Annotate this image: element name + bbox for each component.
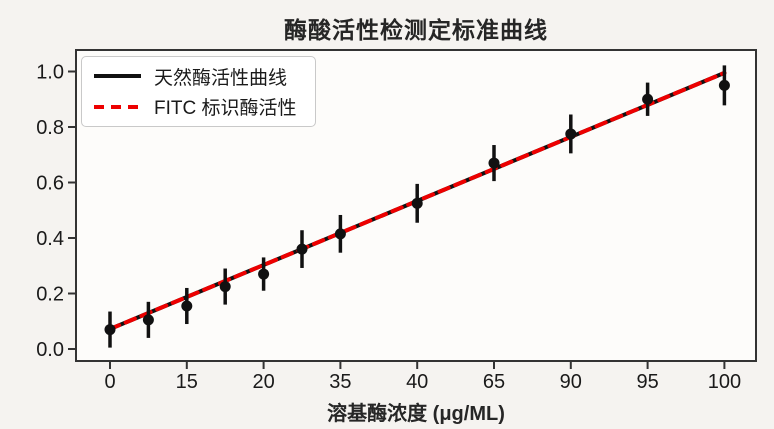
x-tick-label: 90 [560,371,582,393]
x-tick-label: 95 [636,371,658,393]
legend-label-fitc: FITC 标识酶活性 [154,98,297,120]
x-tick-label: 40 [406,371,428,393]
x-tick-label: 100 [708,371,741,393]
x-tick-label: 35 [329,371,351,393]
y-tick-label: 0.6 [36,173,64,195]
legend-entry-natural: 天然酶活性曲线 [94,63,305,90]
y-tick-label: 0.8 [36,117,64,139]
dashed-line-sample-icon [94,104,141,109]
data-point-marker [411,197,423,209]
y-tick-label: 1.0 [36,62,64,84]
data-point-marker [219,281,231,293]
x-tick-label: 0 [104,371,115,393]
y-tick-label: 0.2 [36,284,64,306]
chart-title: 酶酸活性检测定标准曲线 [284,17,548,43]
x-tick-label: 65 [483,371,505,393]
x-tick-label: 20 [252,371,274,393]
y-tick-label: 0.4 [36,228,64,250]
solid-line-sample-icon [94,74,141,79]
data-point-marker [334,228,346,240]
data-point-marker [181,300,193,312]
data-point-marker [104,324,116,336]
legend-label-natural: 天然酶活性曲线 [154,67,288,89]
data-point-marker [488,157,500,169]
y-tick-label: 0.0 [36,339,64,361]
legend-entry-fitc: FITC 标识酶活性 [94,93,305,120]
data-point-marker [565,128,577,140]
x-tick-label: 15 [176,371,198,393]
data-point-marker [718,79,730,91]
data-point-marker [258,268,270,280]
x-axis-label: 溶基酶浓度 (μg/ML) [327,403,505,425]
legend: 天然酶活性曲线 FITC 标识酶活性 [81,56,316,127]
data-point-marker [296,243,308,255]
data-point-marker [642,93,654,105]
data-point-marker [142,314,154,326]
